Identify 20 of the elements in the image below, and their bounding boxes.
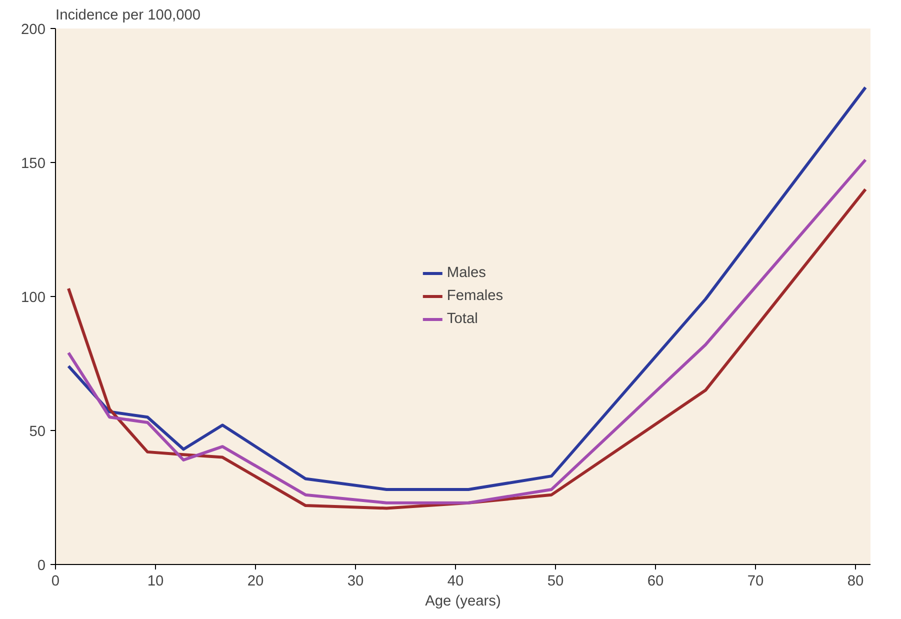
- legend-label: Males: [446, 265, 486, 281]
- legend-label: Females: [446, 288, 504, 304]
- y-tick-label: 50: [29, 424, 46, 440]
- x-tick-label: 0: [51, 574, 60, 590]
- x-tick-label: 70: [747, 574, 764, 590]
- line-series: [67, 86, 867, 491]
- x-tick-label: 20: [247, 574, 264, 590]
- legend-label: Total: [446, 311, 478, 327]
- x-tick-label: 10: [147, 574, 164, 590]
- x-tick-label: 50: [547, 574, 564, 590]
- x-tick-label: 40: [447, 574, 464, 590]
- y-axis-title: Incidence per 100,000: [56, 8, 201, 24]
- y-tick-label: 0: [37, 558, 46, 574]
- x-tick-label: 60: [647, 574, 664, 590]
- y-tick-label: 200: [21, 22, 46, 38]
- x-axis-title: Age (years): [425, 594, 501, 610]
- x-tick-label: 80: [847, 574, 864, 590]
- y-tick-label: 100: [21, 290, 46, 306]
- x-tick-label: 30: [347, 574, 364, 590]
- y-tick-label: 150: [21, 156, 46, 172]
